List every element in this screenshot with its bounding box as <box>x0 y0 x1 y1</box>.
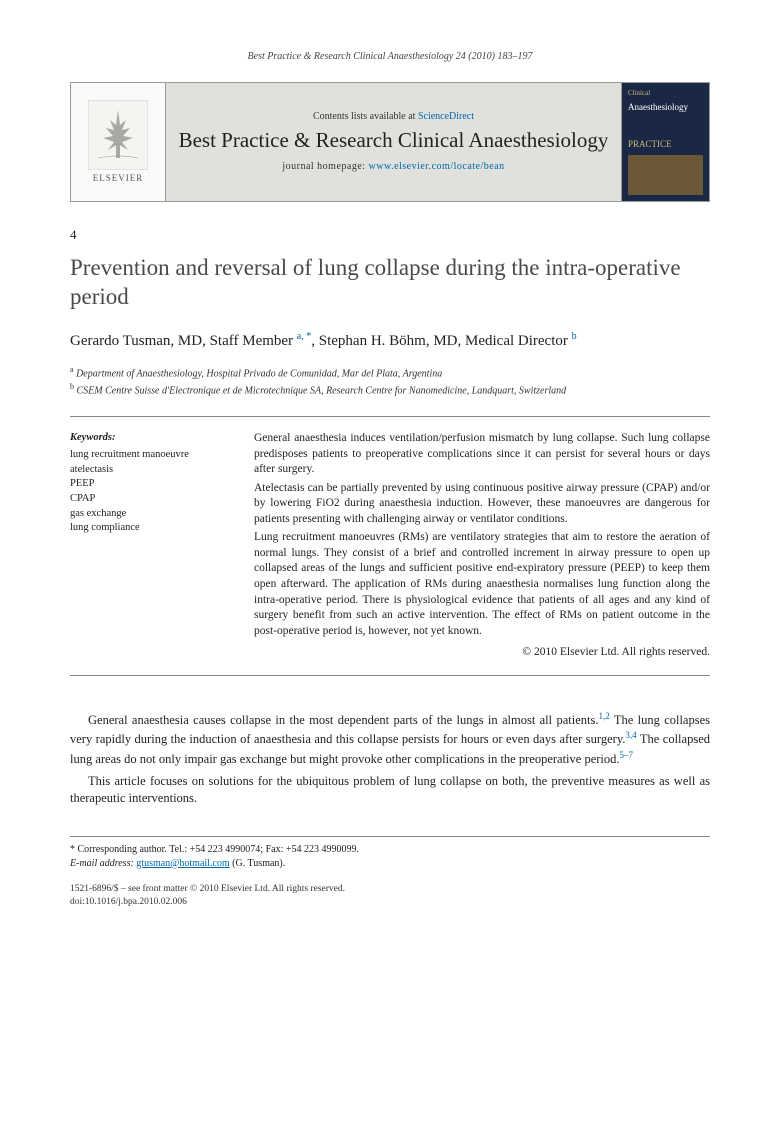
author-2-marks: b <box>572 331 577 342</box>
body-text: General anaesthesia causes collapse in t… <box>70 710 710 808</box>
email-author: (G. Tusman). <box>232 858 285 869</box>
elsevier-tree-icon <box>88 100 148 170</box>
page: Best Practice & Research Clinical Anaest… <box>0 0 780 949</box>
publisher-label: ELSEVIER <box>93 172 144 185</box>
masthead: ELSEVIER Contents lists available at Sci… <box>70 82 710 202</box>
keywords-column: Keywords: lung recruitment manoeuvre ate… <box>70 431 230 660</box>
sciencedirect-link[interactable]: ScienceDirect <box>418 111 474 122</box>
footnote-block: * Corresponding author. Tel.: +54 223 49… <box>70 836 710 871</box>
corresponding-author: * Corresponding author. Tel.: +54 223 49… <box>70 843 710 857</box>
keyword-item: CPAP <box>70 492 230 507</box>
divider-bottom <box>70 675 710 676</box>
abstract-para: Atelectasis can be partially prevented b… <box>254 481 710 528</box>
ref-link[interactable]: 5–7 <box>620 750 634 760</box>
keyword-item: lung compliance <box>70 521 230 536</box>
author-2-name: Stephan H. Böhm <box>319 333 426 349</box>
abstract-para: General anaesthesia induces ventilation/… <box>254 431 710 478</box>
keyword-item: atelectasis <box>70 463 230 478</box>
authors: Gerardo Tusman, MD, Staff Member a, *, S… <box>70 330 710 352</box>
abstract-para: Lung recruitment manoeuvres (RMs) are ve… <box>254 530 710 639</box>
author-1-name: Gerardo Tusman <box>70 333 170 349</box>
cover-image-placeholder <box>628 155 703 195</box>
abstract-column: General anaesthesia induces ventilation/… <box>254 431 710 660</box>
masthead-center: Contents lists available at ScienceDirec… <box>166 83 621 201</box>
article-number: 4 <box>70 226 710 244</box>
homepage-prefix: journal homepage: <box>282 161 368 172</box>
divider-top <box>70 416 710 417</box>
contents-prefix: Contents lists available at <box>313 111 418 122</box>
cover-label-clinical: Clinical <box>628 89 703 99</box>
affiliations: a Department of Anaesthesiology, Hospita… <box>70 364 710 399</box>
email-line: E-mail address: gtusman@hotmail.com (G. … <box>70 857 710 871</box>
footer: 1521-6896/$ – see front matter © 2010 El… <box>70 883 710 910</box>
keyword-item: gas exchange <box>70 507 230 522</box>
cover-label-anaes: Anaesthesiology <box>628 101 703 114</box>
body-para-2: This article focuses on solutions for th… <box>70 773 710 808</box>
author-1-marks: a, * <box>297 331 311 342</box>
keywords-list: lung recruitment manoeuvre atelectasis P… <box>70 448 230 536</box>
cover-practice-label: PRACTICE <box>628 138 703 151</box>
journal-title: Best Practice & Research Clinical Anaest… <box>178 128 609 153</box>
footer-line-2: doi:10.1016/j.bpa.2010.02.006 <box>70 896 710 909</box>
affiliation-a: a Department of Anaesthesiology, Hospita… <box>70 364 710 381</box>
journal-cover: Clinical Anaesthesiology PRACTICE <box>621 83 709 201</box>
running-head: Best Practice & Research Clinical Anaest… <box>70 50 710 64</box>
ref-link[interactable]: 1,2 <box>598 711 609 721</box>
email-label: E-mail address: <box>70 858 134 869</box>
keyword-item: PEEP <box>70 477 230 492</box>
homepage-line: journal homepage: www.elsevier.com/locat… <box>178 160 609 174</box>
publisher-block: ELSEVIER <box>71 83 166 201</box>
email-link[interactable]: gtusman@hotmail.com <box>136 858 229 869</box>
article-title: Prevention and reversal of lung collapse… <box>70 254 710 312</box>
copyright: © 2010 Elsevier Ltd. All rights reserved… <box>254 645 710 661</box>
keyword-item: lung recruitment manoeuvre <box>70 448 230 463</box>
abstract-block: Keywords: lung recruitment manoeuvre ate… <box>70 431 710 660</box>
ref-link[interactable]: 3,4 <box>625 730 636 740</box>
affiliation-b: b CSEM Centre Suisse d'Electronique et d… <box>70 381 710 398</box>
author-2-suffix: MD, Medical Director <box>433 333 568 349</box>
keywords-heading: Keywords: <box>70 431 230 446</box>
homepage-link[interactable]: www.elsevier.com/locate/bean <box>369 161 505 172</box>
contents-line: Contents lists available at ScienceDirec… <box>178 110 609 124</box>
footer-line-1: 1521-6896/$ – see front matter © 2010 El… <box>70 883 710 896</box>
author-1-suffix: MD, Staff Member <box>178 333 293 349</box>
body-para-1: General anaesthesia causes collapse in t… <box>70 710 710 769</box>
